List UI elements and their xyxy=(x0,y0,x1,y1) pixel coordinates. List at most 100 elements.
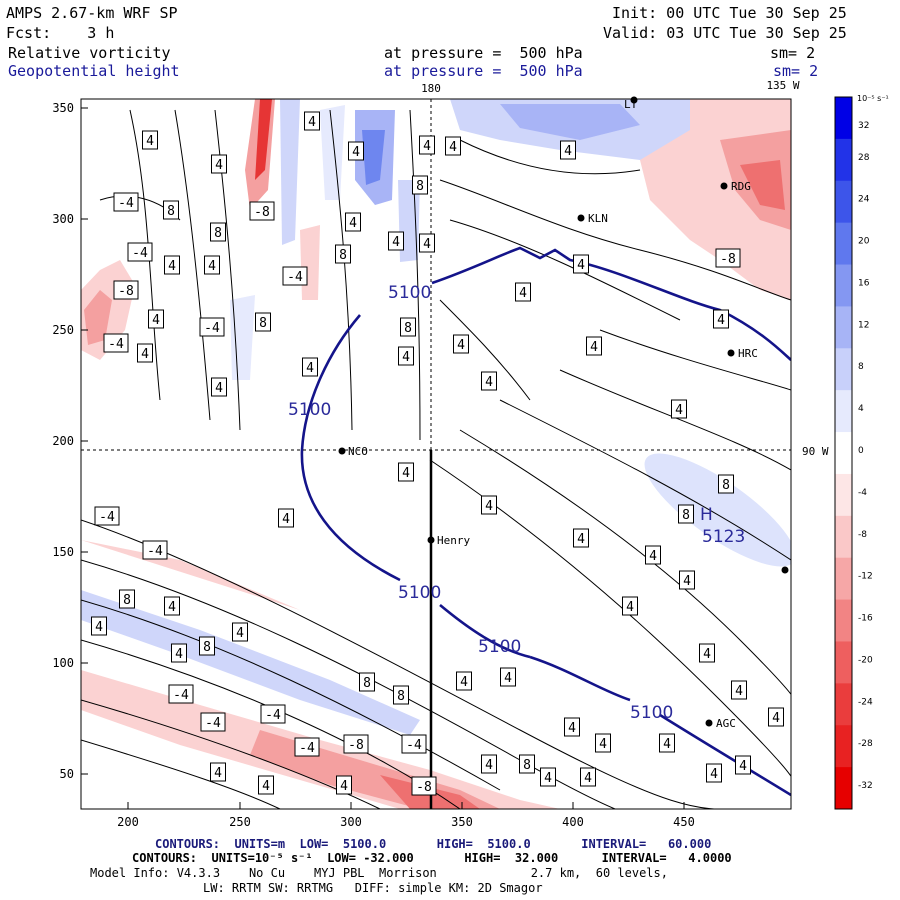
contour-value-label: 4 xyxy=(306,361,314,376)
contour-value-label: 4 xyxy=(544,771,552,786)
contour-value-label: 4 xyxy=(584,771,592,786)
contour-value-label: 8 xyxy=(214,226,222,241)
contour-value-label: 4 xyxy=(568,721,576,736)
y-tick-100: 100 xyxy=(52,656,74,670)
station-lt: LT xyxy=(624,98,638,111)
contour-value-label: 4 xyxy=(449,140,457,155)
field2-name: Geopotential height xyxy=(8,62,180,80)
y-tick-300: 300 xyxy=(52,212,74,226)
field1-level: at pressure = 500 hPa xyxy=(384,44,583,62)
contour-value-label: 4 xyxy=(352,145,360,160)
contour-value-label: 4 xyxy=(703,647,711,662)
contour-value-label: 4 xyxy=(282,512,290,527)
x-tick-350: 350 xyxy=(451,815,473,829)
contour-value-label: 4 xyxy=(649,549,657,564)
contour-value-label: 4 xyxy=(599,737,607,752)
footer-vorticity-contours: CONTOURS: UNITS=10⁻⁵ s⁻¹ LOW= -32.000 HI… xyxy=(132,851,732,865)
colorbar-label: 16 xyxy=(858,278,870,288)
colorbar-label: -8 xyxy=(858,530,867,540)
colorbar: 32 28 24 20 16 12 8 4 0 -4 -8 -12 -16 -20 -24 -28 -32 xyxy=(834,96,873,810)
colorbar-swatch xyxy=(835,432,852,475)
contour-value-label: 4 xyxy=(519,286,527,301)
contour-value-label: 4 xyxy=(460,675,468,690)
contour-value-label: 8 xyxy=(259,316,267,331)
station-agc: AGC xyxy=(716,717,736,730)
colorbar-swatch xyxy=(835,222,852,266)
contour-value-label: 4 xyxy=(626,600,634,615)
station-nco: NCO xyxy=(348,445,368,458)
contour-value-label: 4 xyxy=(95,620,103,635)
contour-value-label: -8 xyxy=(118,284,134,299)
height-contours xyxy=(300,246,791,797)
contour-value-label: 4 xyxy=(577,258,585,273)
footer-height-contours: CONTOURS: UNITS=m LOW= 5100.0 HIGH= 5100… xyxy=(155,837,712,851)
contour-value-label: 4 xyxy=(349,216,357,231)
label-135w: 135 W xyxy=(766,79,799,92)
contour-value-label: 4 xyxy=(675,403,683,418)
colorbar-label: 8 xyxy=(858,362,864,372)
x-tick-400: 400 xyxy=(562,815,584,829)
colorbar-label: 32 xyxy=(858,121,869,131)
contour-value-label: 4 xyxy=(564,144,572,159)
footer-model-info: Model Info: V4.3.3 No Cu MYJ PBL Morriso… xyxy=(90,866,668,880)
x-tick-450: 450 xyxy=(673,815,695,829)
contour-value-label: 4 xyxy=(168,259,176,274)
station-henry: Henry xyxy=(437,534,470,547)
colorbar-swatch xyxy=(835,599,852,642)
height-label-2: 5100 xyxy=(288,400,331,420)
forecast-hour: Fcst: 3 h xyxy=(6,24,115,42)
contour-value-label: 4 xyxy=(739,759,747,774)
contour-value-label: 4 xyxy=(663,737,671,752)
colorbar-label: 28 xyxy=(858,153,870,163)
colorbar-label: -16 xyxy=(858,614,873,624)
contour-value-label: 8 xyxy=(722,478,730,493)
contour-value-label: 8 xyxy=(203,640,211,655)
y-tick-150: 150 xyxy=(52,545,74,559)
contour-value-label: -8 xyxy=(348,738,364,753)
contour-value-label: 4 xyxy=(485,758,493,773)
contour-value-label: 4 xyxy=(710,767,718,782)
contour-value-label: 4 xyxy=(772,711,780,726)
field2-level: at pressure = 500 hPa xyxy=(384,62,583,80)
colorbar-unit: 10⁻⁵ s⁻¹ xyxy=(857,94,889,103)
height-label-4: 5100 xyxy=(478,637,521,657)
y-tick-50: 50 xyxy=(60,767,74,781)
valid-time: Valid: 03 UTC Tue 30 Sep 25 xyxy=(603,24,847,42)
field1-smoothing: sm= 2 xyxy=(770,44,816,62)
contour-value-label: 4 xyxy=(577,532,585,547)
contour-value-label: 4 xyxy=(152,313,160,328)
contour-value-label: 4 xyxy=(504,671,512,686)
contour-value-label: 4 xyxy=(308,115,316,130)
height-label-3: 5100 xyxy=(398,583,441,603)
contour-value-label: 4 xyxy=(423,237,431,252)
field1-name: Relative vorticity xyxy=(8,44,171,62)
contour-value-label: 4 xyxy=(141,347,149,362)
contour-value-label: 4 xyxy=(402,466,410,481)
contour-value-label: 4 xyxy=(215,381,223,396)
contour-value-label: 4 xyxy=(590,340,598,355)
contour-value-label: 4 xyxy=(735,684,743,699)
contour-value-label: 8 xyxy=(523,758,531,773)
contour-value-label: -4 xyxy=(99,510,115,525)
contour-value-label: 4 xyxy=(423,139,431,154)
contour-value-label: -8 xyxy=(254,205,270,220)
colorbar-swatch xyxy=(835,97,852,140)
model-title: AMPS 2.67-km WRF SP xyxy=(6,4,178,22)
x-ticks xyxy=(127,802,685,809)
colorbar-label: -20 xyxy=(858,655,873,665)
contour-value-label: 8 xyxy=(416,179,424,194)
contour-value-label: 4 xyxy=(146,134,154,149)
contour-value-label: -4 xyxy=(287,270,303,285)
colorbar-swatch xyxy=(835,348,852,391)
contour-value-labels: 4 4 4 4 4 4 4 4 4 4 4 4 4 4 4 4 4 4 4 4 4 4 4 4 4 4 4 4 4 4 4 4 4 4 4 4 4 4 4 4… xyxy=(91,111,784,796)
init-time: Init: 00 UTC Tue 30 Sep 25 xyxy=(612,4,847,22)
contour-value-label: 4 xyxy=(208,259,216,274)
contour-value-label: 4 xyxy=(215,158,223,173)
colorbar-label: -32 xyxy=(858,781,873,791)
colorbar-swatch xyxy=(835,306,852,349)
colorbar-swatch xyxy=(835,641,852,684)
contour-value-label: 8 xyxy=(397,689,405,704)
colorbar-label: 12 xyxy=(858,320,869,330)
colorbar-label: 20 xyxy=(858,237,870,247)
